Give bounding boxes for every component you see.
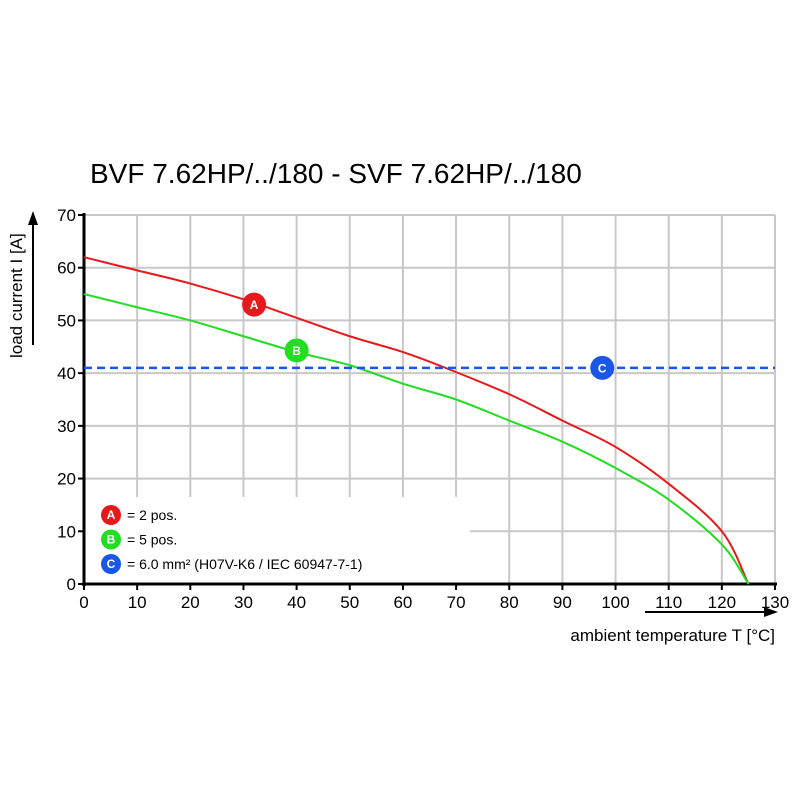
series-marker-B [284,338,309,363]
x-tick-label: 110 [655,593,682,612]
legend-text: = 5 pos. [127,532,177,548]
legend-text: = 6.0 mm² (H07V-K6 / IEC 60947-7-1) [127,556,362,572]
series-line-A [83,256,750,585]
x-tick-label: 100 [601,593,629,612]
y-tick-label: 40 [57,364,76,383]
legend-marker-label: A [107,508,116,522]
series-marker-C [590,355,615,380]
x-axis-arrow-icon [764,607,778,617]
y-axis-label: load current I [A] [7,233,26,358]
chart-title: BVF 7.62HP/../180 - SVF 7.62HP/../180 [90,158,582,189]
legend-background [85,497,470,584]
x-tick-label: 60 [393,593,412,612]
x-tick-label: 20 [181,593,200,612]
y-axis-arrow-icon [28,211,38,225]
x-tick-label: 30 [234,593,253,612]
legend-text: = 2 pos. [127,507,177,523]
series-marker-label: B [292,344,301,358]
x-tick-label: 130 [761,593,789,612]
y-tick-label: 0 [67,575,76,594]
series-line-B [83,293,750,585]
series-marker-A [242,292,267,317]
y-tick-label: 50 [57,311,76,330]
y-tick-label: 20 [57,470,76,489]
x-tick-label: 40 [287,593,306,612]
x-tick-label: 50 [340,593,359,612]
y-tick-label: 60 [57,259,76,278]
y-tick-label: 30 [57,417,76,436]
x-tick-label: 70 [447,593,466,612]
x-tick-label: 0 [79,593,88,612]
x-tick-label: 90 [553,593,572,612]
series-marker-label: A [250,298,259,312]
y-tick-label: 10 [57,522,76,541]
x-tick-label: 10 [128,593,147,612]
legend-marker-label: C [107,557,116,571]
x-tick-label: 120 [708,593,736,612]
legend-marker-A [101,505,121,525]
legend-marker-label: B [107,533,116,547]
series-marker-label: C [598,361,607,375]
x-tick-label: 80 [500,593,519,612]
x-axis-label: ambient temperature T [°C] [570,626,775,645]
legend-marker-C [101,554,121,574]
y-tick-label: 70 [57,206,76,225]
legend-marker-B [101,529,121,550]
